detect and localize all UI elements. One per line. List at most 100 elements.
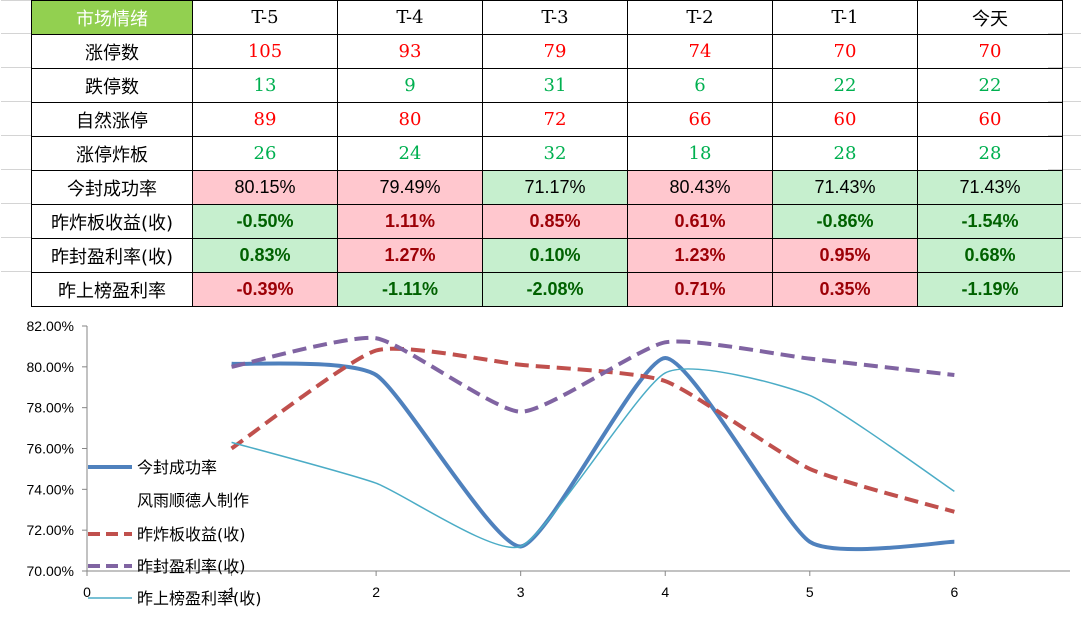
table-cell[interactable]: -2.08%	[482, 272, 628, 307]
table-cell[interactable]: 105	[192, 34, 338, 69]
table-cell[interactable]: 28	[772, 136, 918, 171]
table-cell[interactable]: -0.86%	[772, 204, 918, 239]
x-tick-label: 3	[517, 584, 525, 600]
series-line	[231, 368, 955, 549]
table-cell[interactable]: 70	[917, 34, 1063, 69]
table-cell[interactable]: 0.83%	[192, 238, 338, 273]
gridline	[1, 0, 31, 1]
table-row: 涨停数 105 93 79 74 70 70	[31, 34, 1063, 69]
table-cell[interactable]: 79.49%	[337, 170, 483, 205]
table-cell[interactable]: 0.95%	[772, 238, 918, 273]
gridline	[1, 101, 31, 102]
y-tick-label: 70.00%	[27, 563, 74, 579]
gridline	[1048, 33, 1081, 34]
table-header-row: 市场情绪 T-5 T-4 T-3 T-2 T-1 今天	[31, 0, 1063, 35]
row-label-cell[interactable]: 昨上榜盈利率	[31, 272, 193, 307]
table-row: 跌停数 13 9 31 6 22 22	[31, 68, 1063, 103]
table-cell[interactable]: 26	[192, 136, 338, 171]
row-label-cell[interactable]: 今封成功率	[31, 170, 193, 205]
table-cell[interactable]: 1.11%	[337, 204, 483, 239]
table-cell[interactable]: 22	[772, 68, 918, 103]
row-label-cell[interactable]: 涨停数	[31, 34, 193, 69]
table-row: 涨停炸板 26 24 32 18 28 28	[31, 136, 1063, 171]
legend-label: 昨炸板收益(收)	[137, 525, 246, 544]
table-cell[interactable]: 1.27%	[337, 238, 483, 273]
table-cell[interactable]: -0.50%	[192, 204, 338, 239]
table-cell[interactable]: 31	[482, 68, 628, 103]
line-chart[interactable]: 70.00% 72.00% 74.00% 76.00% 78.00% 80.00% 82.0…	[0, 308, 1081, 623]
header-cell[interactable]: T-1	[772, 0, 918, 35]
table-cell[interactable]: 80.15%	[192, 170, 338, 205]
table-cell[interactable]: 71.43%	[917, 170, 1063, 205]
header-cell[interactable]: T-5	[192, 0, 338, 35]
gridline	[1, 33, 31, 34]
table-cell[interactable]: 70	[772, 34, 918, 69]
table-cell[interactable]: 0.71%	[627, 272, 773, 307]
table-cell[interactable]: -1.19%	[917, 272, 1063, 307]
table-cell[interactable]: 89	[192, 102, 338, 137]
table-cell[interactable]: 71.43%	[772, 170, 918, 205]
table-cell[interactable]: 13	[192, 68, 338, 103]
table-cell[interactable]: 60	[917, 102, 1063, 137]
table-cell[interactable]: 0.10%	[482, 238, 628, 273]
gridline	[1, 169, 31, 170]
table-cell[interactable]: 18	[627, 136, 773, 171]
header-cell[interactable]: T-2	[627, 0, 773, 35]
gridline	[1, 237, 31, 238]
table-cell[interactable]: 0.61%	[627, 204, 773, 239]
table-cell[interactable]: 71.17%	[482, 170, 628, 205]
gridline	[1048, 169, 1081, 170]
y-tick-label: 82.00%	[27, 318, 74, 334]
x-tick-label: 2	[372, 584, 380, 600]
series-line	[230, 346, 955, 514]
table-cell[interactable]: -0.39%	[192, 272, 338, 307]
table-cell[interactable]: 32	[482, 136, 628, 171]
table-cell[interactable]: 24	[337, 136, 483, 171]
table-cell[interactable]: 79	[482, 34, 628, 69]
row-label-cell[interactable]: 昨封盈利率(收)	[31, 238, 193, 273]
y-tick-label: 74.00%	[27, 481, 74, 497]
table-row: 自然涨停 89 80 72 66 60 60	[31, 102, 1063, 137]
legend-label: 今封成功率	[137, 458, 217, 477]
table-cell[interactable]: 0.68%	[917, 238, 1063, 273]
gridline	[1048, 67, 1081, 68]
legend-label: 昨上榜盈利率(收)	[137, 589, 262, 608]
table-cell[interactable]: 0.85%	[482, 204, 628, 239]
gridline	[1048, 135, 1081, 136]
gridline	[1048, 203, 1081, 204]
table-cell[interactable]: 72	[482, 102, 628, 137]
table-row: 昨上榜盈利率 -0.39% -1.11% -2.08% 0.71% 0.35% …	[31, 272, 1063, 307]
y-tick-label: 72.00%	[27, 522, 74, 538]
table-cell[interactable]: 60	[772, 102, 918, 137]
table-cell[interactable]: 66	[627, 102, 773, 137]
table-row: 昨炸板收益(收) -0.50% 1.11% 0.85% 0.61% -0.86%…	[31, 204, 1063, 239]
table-cell[interactable]: 1.23%	[627, 238, 773, 273]
header-label-cell[interactable]: 市场情绪	[31, 0, 193, 35]
header-cell[interactable]: T-3	[482, 0, 628, 35]
table-cell[interactable]: 9	[337, 68, 483, 103]
header-cell[interactable]: T-4	[337, 0, 483, 35]
row-label-cell[interactable]: 昨炸板收益(收)	[31, 204, 193, 239]
table-cell[interactable]: 93	[337, 34, 483, 69]
table-cell[interactable]: 0.35%	[772, 272, 918, 307]
table-cell[interactable]: 74	[627, 34, 773, 69]
y-tick-label: 76.00%	[27, 441, 74, 457]
table-row: 今封成功率 80.15% 79.49% 71.17% 80.43% 71.43%…	[31, 170, 1063, 205]
gridline	[1048, 101, 1081, 102]
row-label-cell[interactable]: 跌停数	[31, 68, 193, 103]
chart-canvas: 70.00% 72.00% 74.00% 76.00% 78.00% 80.00% 82.0…	[27, 318, 1070, 608]
header-cell[interactable]: 今天	[917, 0, 1063, 35]
table-cell[interactable]: 80.43%	[627, 170, 773, 205]
x-tick-label: 1	[228, 584, 236, 600]
legend-label: 风雨顺德人制作	[137, 491, 249, 510]
table-cell[interactable]: 6	[627, 68, 773, 103]
table-cell[interactable]: -1.11%	[337, 272, 483, 307]
row-label-cell[interactable]: 自然涨停	[31, 102, 193, 137]
table-cell[interactable]: 80	[337, 102, 483, 137]
table-cell[interactable]: 28	[917, 136, 1063, 171]
table-cell[interactable]: -1.54%	[917, 204, 1063, 239]
series-line	[231, 356, 955, 552]
row-label-cell[interactable]: 涨停炸板	[31, 136, 193, 171]
table-cell[interactable]: 22	[917, 68, 1063, 103]
spreadsheet-area: 市场情绪 T-5 T-4 T-3 T-2 T-1 今天 涨停数 105 93 7…	[0, 0, 1081, 307]
